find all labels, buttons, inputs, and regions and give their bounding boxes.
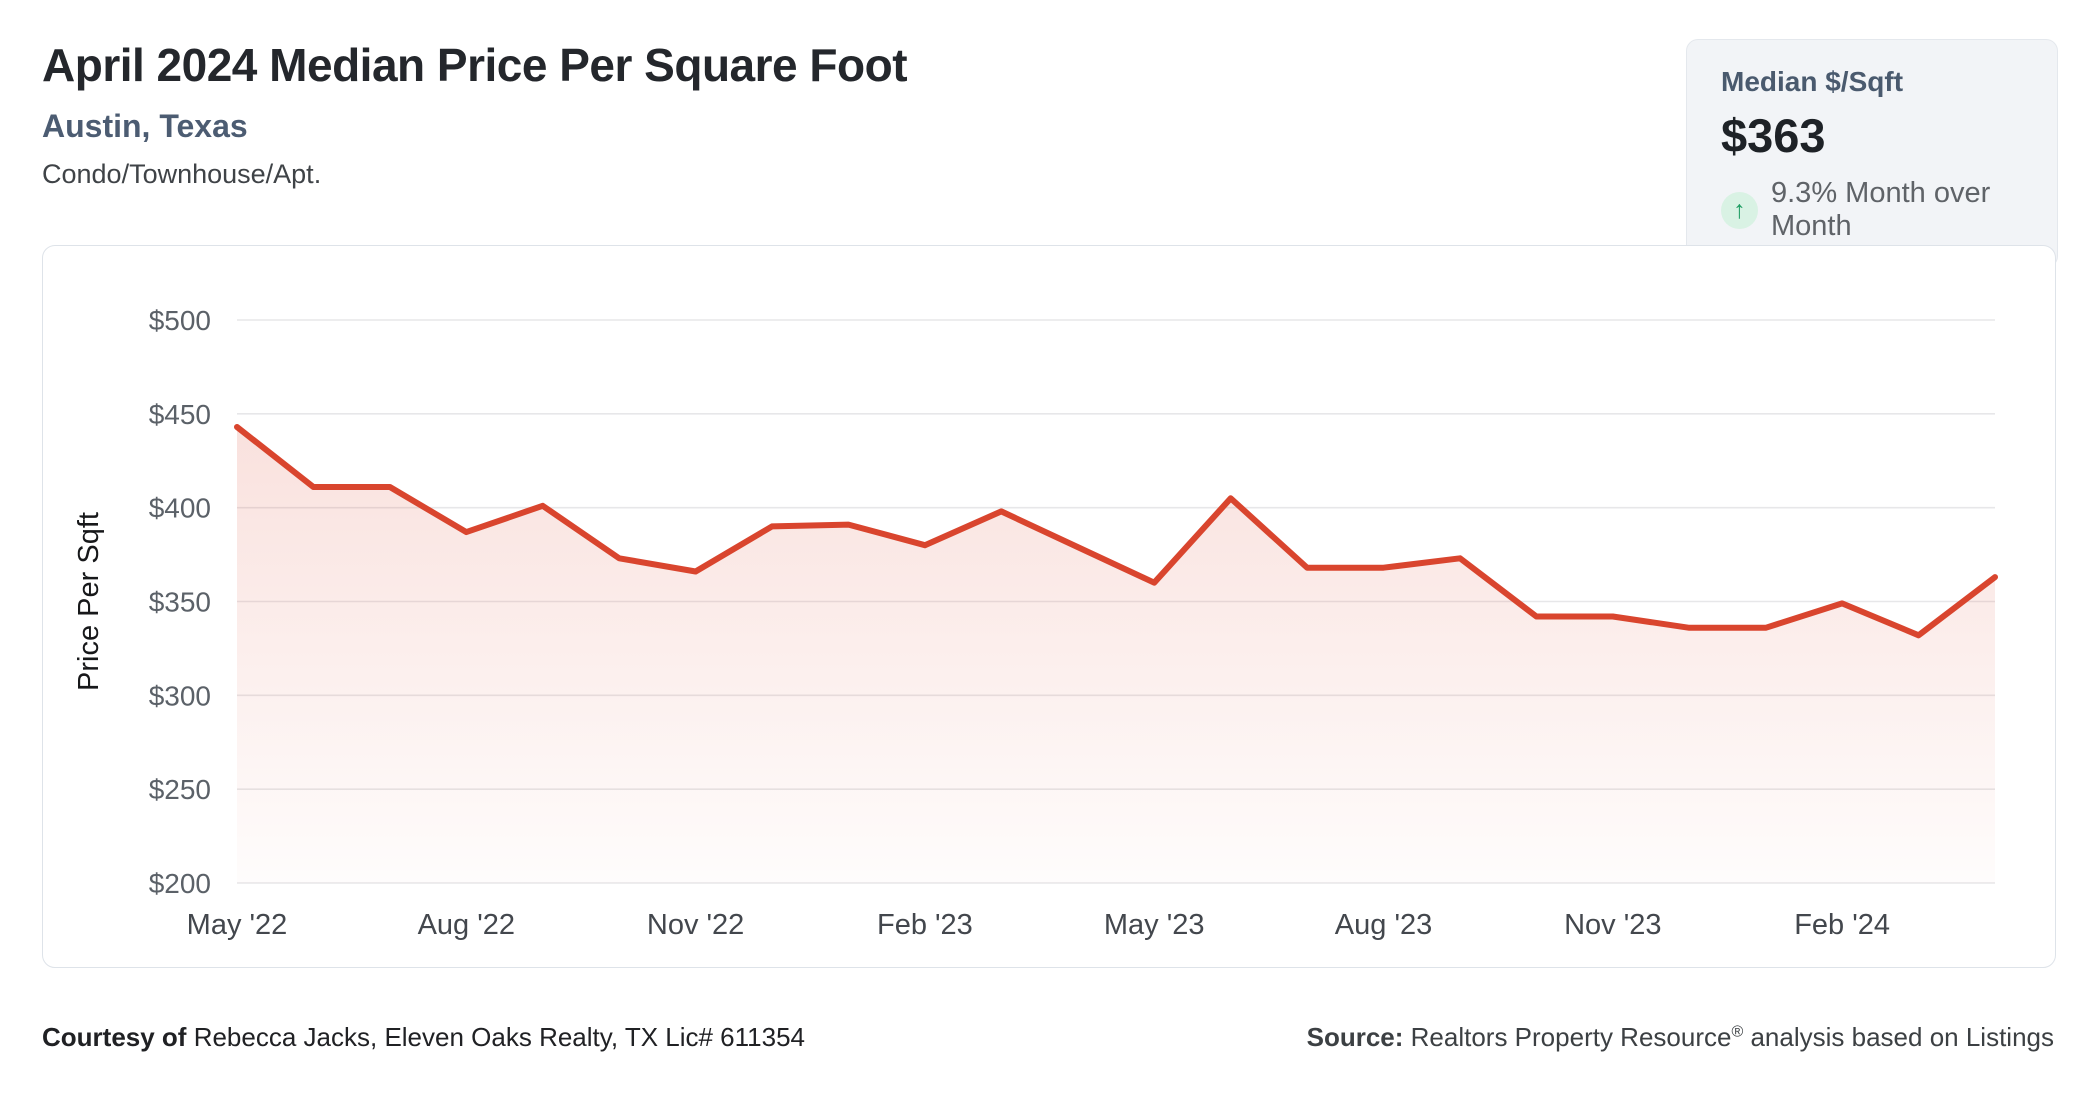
x-tick-label: Nov '22 [647, 909, 744, 941]
y-tick-label: $300 [149, 680, 211, 711]
median-stat-card: Median $/Sqft $363 ↑ 9.3% Month over Mon… [1686, 39, 2058, 268]
x-tick-label: May '23 [1104, 909, 1205, 941]
price-per-sqft-chart: $500 $450 $400 $350 $300 $250 $200 Price Per Sq… [73, 305, 1998, 941]
property-type-subtitle: Condo/Townhouse/Apt. [42, 159, 322, 189]
x-tick-label: Nov '23 [1564, 909, 1661, 941]
price-area [237, 427, 1995, 883]
stat-label: Median $/Sqft [1721, 66, 1904, 97]
x-tick-label: Feb '24 [1794, 909, 1890, 941]
price-line [234, 424, 1998, 639]
stat-change-text: 9.3% Month over Month [1771, 177, 1991, 242]
stat-change-row: ↑ 9.3% Month over Month [1721, 177, 2023, 243]
x-tick-label: Feb '23 [877, 909, 973, 941]
page-title: April 2024 Median Price Per Square Foot [42, 39, 908, 91]
header: April 2024 Median Price Per Square Foot … [42, 38, 908, 190]
x-tick-label: Aug '22 [418, 909, 515, 941]
y-tick-label: $350 [149, 587, 211, 618]
location-subtitle: Austin, Texas [42, 108, 248, 144]
x-tick-label: Aug '23 [1335, 909, 1432, 941]
y-tick-label: $450 [149, 399, 211, 430]
source-text: Source: Realtors Property Resource® anal… [1306, 1022, 2054, 1052]
y-tick-label: $200 [149, 868, 211, 899]
y-tick-label: $250 [149, 774, 211, 805]
source-label: Source: [1306, 1022, 1404, 1052]
courtesy-text: Courtesy of Rebecca Jacks, Eleven Oaks R… [42, 1022, 806, 1052]
y-axis-title: Price Per Sqft [73, 512, 105, 691]
y-tick-label: $500 [149, 305, 211, 336]
chart-card: $500 $450 $400 $350 $300 $250 $200 Price Per Sq… [42, 245, 2056, 968]
up-arrow-icon: ↑ [1721, 191, 1758, 229]
footer: Courtesy of Rebecca Jacks, Eleven Oaks R… [42, 1022, 2054, 1053]
y-tick-label: $400 [149, 493, 211, 524]
x-tick-label: May '22 [187, 909, 288, 941]
courtesy-label: Courtesy of [42, 1022, 187, 1052]
registered-trademark-symbol: ® [1731, 1023, 1744, 1041]
stat-value: $363 [1721, 109, 1826, 162]
